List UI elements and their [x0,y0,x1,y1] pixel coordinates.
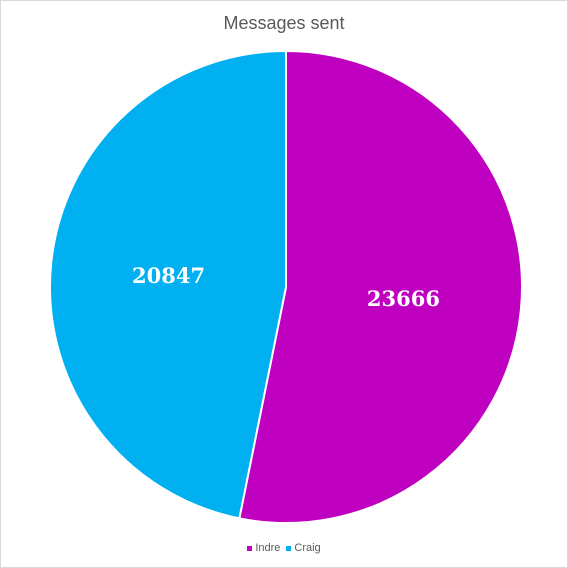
legend-label: Craig [294,542,321,554]
data-label-craig: 20847 [132,263,205,288]
data-label-indre: 23666 [367,286,440,311]
legend: Indre Craig [1,542,567,554]
pie-slice-craig [49,49,287,520]
legend-swatch [286,545,292,551]
pie-slices [49,49,523,524]
chart-title: Messages sent [223,13,345,33]
pie-slice-indre [238,49,523,524]
legend-item-craig: Craig [286,542,321,554]
legend-label: Indre [255,542,281,554]
legend-swatch [247,545,253,551]
legend-item-indre: Indre [247,542,280,554]
pie-data-labels: 23666 20847 [132,263,440,311]
